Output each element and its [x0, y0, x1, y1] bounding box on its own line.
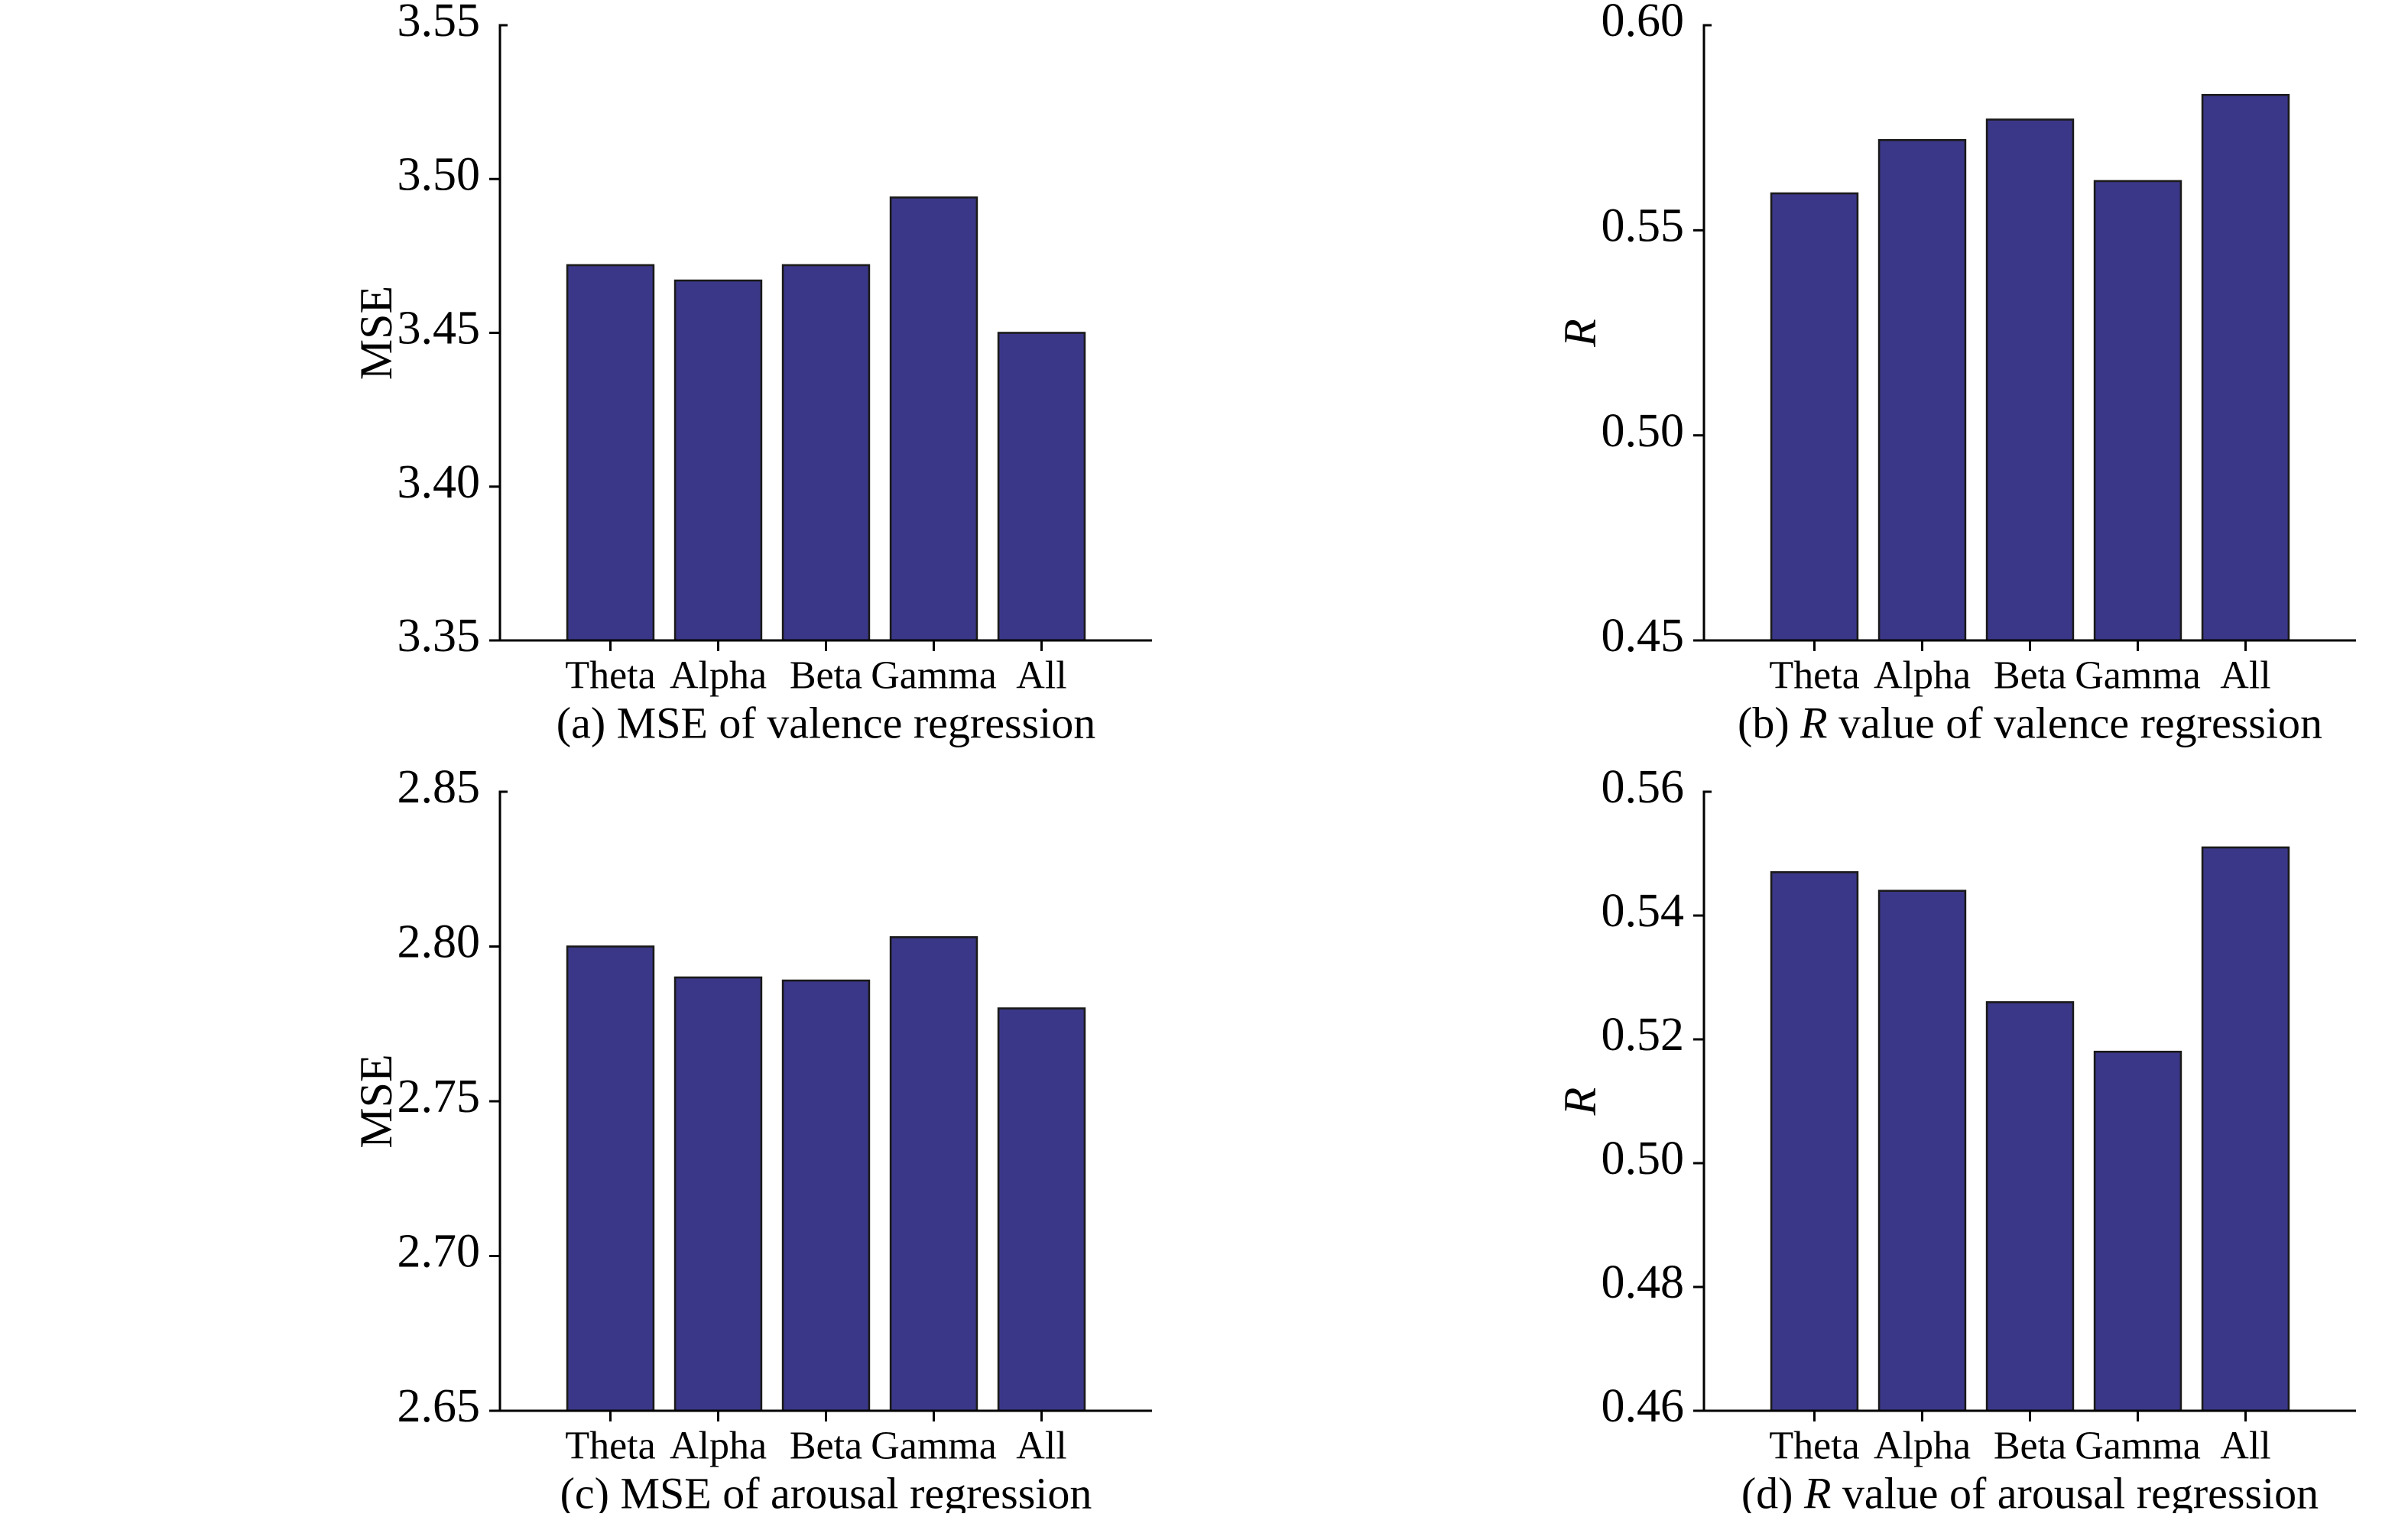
- svg-text:0.46: 0.46: [1602, 1380, 1685, 1432]
- svg-text:3.50: 3.50: [398, 148, 481, 200]
- svg-text:Beta: Beta: [790, 654, 862, 698]
- svg-text:0.48: 0.48: [1602, 1256, 1685, 1308]
- svg-text:3.35: 3.35: [398, 610, 481, 662]
- svg-text:0.60: 0.60: [1602, 0, 1685, 47]
- svg-text:Gamma: Gamma: [871, 1425, 997, 1468]
- svg-text:R: R: [1555, 1088, 1605, 1117]
- svg-text:MSE: MSE: [351, 286, 401, 380]
- svg-text:Theta: Theta: [1769, 1425, 1859, 1468]
- svg-text:2.65: 2.65: [398, 1380, 481, 1432]
- svg-text:0.55: 0.55: [1602, 200, 1685, 252]
- svg-text:Gamma: Gamma: [871, 654, 997, 698]
- svg-text:0.54: 0.54: [1602, 885, 1685, 937]
- svg-text:Beta: Beta: [1994, 654, 2066, 698]
- svg-text:Gamma: Gamma: [2075, 1425, 2201, 1468]
- svg-text:All: All: [2220, 654, 2270, 698]
- svg-text:3.40: 3.40: [398, 456, 481, 508]
- svg-text:R: R: [1555, 319, 1605, 348]
- svg-text:2.75: 2.75: [398, 1071, 481, 1123]
- svg-text:Alpha: Alpha: [1874, 654, 1971, 698]
- svg-text:All: All: [2220, 1425, 2270, 1468]
- svg-text:Alpha: Alpha: [670, 654, 767, 698]
- svg-text:(c) MSE of arousal regression: (c) MSE of arousal regression: [560, 1468, 1092, 1513]
- svg-text:MSE: MSE: [351, 1054, 401, 1148]
- svg-text:2.85: 2.85: [398, 761, 481, 813]
- svg-text:Beta: Beta: [790, 1425, 862, 1468]
- svg-text:Gamma: Gamma: [2075, 654, 2201, 698]
- svg-text:0.50: 0.50: [1602, 1133, 1685, 1185]
- svg-text:0.52: 0.52: [1602, 1009, 1685, 1061]
- svg-text:0.45: 0.45: [1602, 610, 1685, 662]
- svg-text:(d) R value of arousal regress: (d) R value of arousal regression: [1741, 1468, 2319, 1513]
- svg-text:All: All: [1016, 654, 1066, 698]
- svg-text:(b) R value of valence regress: (b) R value of valence regression: [1738, 698, 2322, 747]
- svg-text:0.50: 0.50: [1602, 405, 1685, 457]
- svg-text:Theta: Theta: [565, 1425, 655, 1468]
- svg-text:(a) MSE of valence regression: (a) MSE of valence regression: [557, 698, 1095, 747]
- svg-text:Theta: Theta: [1769, 654, 1859, 698]
- svg-text:Alpha: Alpha: [670, 1425, 767, 1468]
- svg-text:2.80: 2.80: [398, 916, 481, 968]
- svg-text:All: All: [1016, 1425, 1066, 1468]
- svg-text:3.55: 3.55: [398, 0, 481, 47]
- svg-text:3.45: 3.45: [398, 303, 481, 355]
- svg-text:Theta: Theta: [565, 654, 655, 698]
- svg-text:Alpha: Alpha: [1874, 1425, 1971, 1468]
- svg-text:2.70: 2.70: [398, 1226, 481, 1278]
- svg-text:Beta: Beta: [1994, 1425, 2066, 1468]
- svg-text:0.56: 0.56: [1602, 761, 1685, 813]
